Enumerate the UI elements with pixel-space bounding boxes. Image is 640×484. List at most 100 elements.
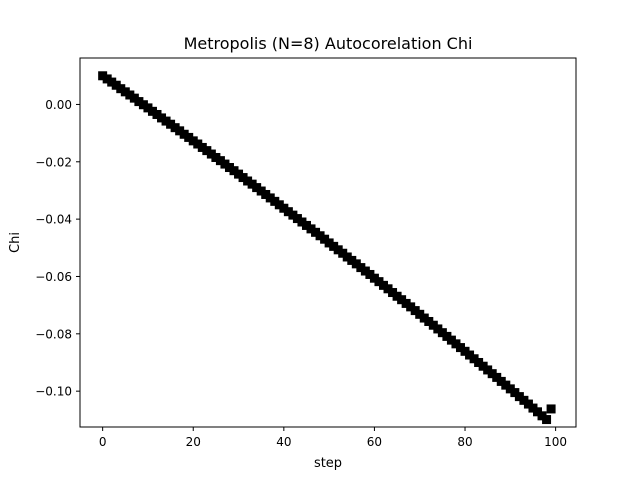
data-point [243,176,253,186]
data-point [206,149,216,159]
data-point [451,339,461,349]
data-point [161,116,171,126]
data-point [365,269,375,279]
data-point [446,335,456,345]
y-tick-label: −0.04 [35,213,72,227]
data-point [288,210,298,220]
data-point [505,384,515,394]
data-point [342,252,352,262]
data-point [419,313,429,323]
data-point [138,100,148,110]
data-point [301,220,311,230]
data-point [261,189,271,199]
data-point [247,179,257,189]
data-point [519,395,529,405]
data-point [378,280,388,290]
y-tick-label: −0.02 [35,155,72,169]
x-tick-label: 20 [186,435,201,449]
data-point [147,106,157,116]
data-point [360,266,370,276]
data-point [220,159,230,169]
x-tick-label: 100 [544,435,567,449]
data-points [98,71,556,425]
data-point [306,224,316,234]
data-point [238,173,248,183]
data-point [496,376,506,386]
data-point [157,113,167,123]
data-point [401,298,411,308]
data-point [392,291,402,301]
data-point [170,123,180,133]
y-axis-label: Chi [8,232,23,253]
data-point [292,214,302,224]
data-point [179,129,189,139]
data-point [224,163,234,173]
data-point [279,203,289,213]
data-point [175,126,185,136]
data-point [528,403,538,413]
data-point [369,273,379,283]
data-point [474,357,484,367]
data-point [406,302,416,312]
x-axis-label: step [314,456,342,471]
y-axis: 0.00 −0.02 −0.04 −0.06 −0.08 −0.10 [35,98,80,399]
data-point [542,415,552,425]
data-point [297,217,307,227]
data-point [324,238,334,248]
data-point [283,207,293,217]
data-point [107,77,117,87]
data-point [428,320,438,330]
data-point [252,183,262,193]
data-point [437,328,447,338]
data-point [188,136,198,146]
data-point [143,103,153,113]
data-point [98,71,108,81]
y-tick-label: −0.06 [35,270,72,284]
data-point [374,277,384,287]
data-point [184,132,194,142]
data-point [116,84,126,94]
data-point [125,90,135,100]
data-point [234,169,244,179]
data-point [102,74,112,84]
data-point [510,388,520,398]
data-point [129,93,139,103]
data-point [166,119,176,129]
data-point [424,316,434,326]
data-point [329,241,339,251]
x-tick-label: 80 [457,435,472,449]
data-point [229,166,239,176]
data-point [197,142,207,152]
data-point [469,354,479,364]
data-point [152,109,162,119]
data-point [347,255,357,265]
data-point [383,284,393,294]
data-point [120,87,130,97]
data-point [433,324,443,334]
data-point [410,306,420,316]
data-point [274,200,284,210]
data-point [333,245,343,255]
x-tick-label: 0 [99,435,107,449]
data-point [487,369,497,379]
data-point [338,248,348,258]
x-tick-label: 60 [367,435,382,449]
x-axis: 0 20 40 60 80 100 [99,427,567,449]
data-point [478,361,488,371]
data-point [134,97,144,107]
y-tick-label: −0.10 [35,385,72,399]
data-point [311,227,321,237]
data-point [501,380,511,390]
chart-title: Metropolis (N=8) Autocorelation Chi [184,34,473,53]
data-point [215,156,225,166]
data-point [356,263,366,273]
data-point [211,152,221,162]
data-point [270,196,280,206]
y-tick-label: 0.00 [45,98,72,112]
data-point [537,411,547,421]
data-point [514,392,524,402]
data-point [256,186,266,196]
data-point [460,346,470,356]
